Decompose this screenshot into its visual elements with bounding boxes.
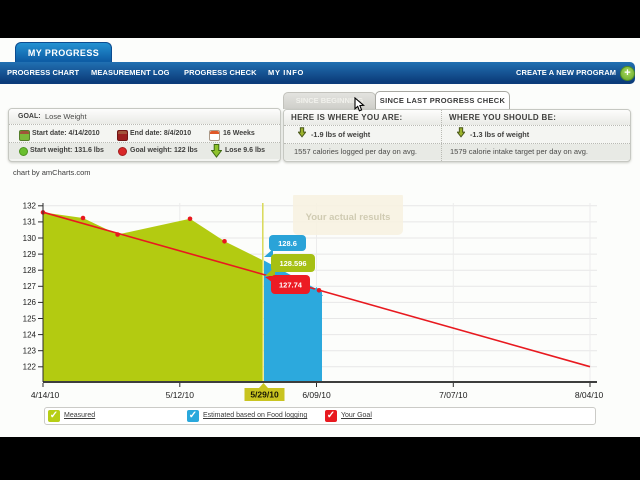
svg-text:122: 122 (23, 363, 37, 372)
svg-text:126: 126 (23, 298, 37, 307)
svg-text:128: 128 (23, 266, 37, 275)
svg-text:6/09/10: 6/09/10 (302, 390, 331, 400)
svg-text:125: 125 (23, 314, 37, 323)
svg-text:123: 123 (23, 347, 37, 356)
svg-text:8/04/10: 8/04/10 (575, 390, 604, 400)
svg-text:132: 132 (23, 202, 37, 211)
svg-text:124: 124 (23, 330, 37, 339)
svg-text:4/14/10: 4/14/10 (31, 390, 60, 400)
svg-text:131: 131 (23, 218, 37, 227)
svg-text:127: 127 (23, 282, 37, 291)
svg-text:5/12/10: 5/12/10 (166, 390, 195, 400)
svg-text:127.74: 127.74 (279, 281, 303, 290)
svg-text:5/29/10: 5/29/10 (250, 390, 279, 400)
svg-text:128.596: 128.596 (279, 259, 306, 268)
svg-text:129: 129 (23, 250, 37, 259)
svg-text:130: 130 (23, 234, 37, 243)
svg-text:128.6: 128.6 (278, 239, 297, 248)
svg-text:7/07/10: 7/07/10 (439, 390, 468, 400)
svg-text:Your actual results: Your actual results (306, 212, 391, 223)
